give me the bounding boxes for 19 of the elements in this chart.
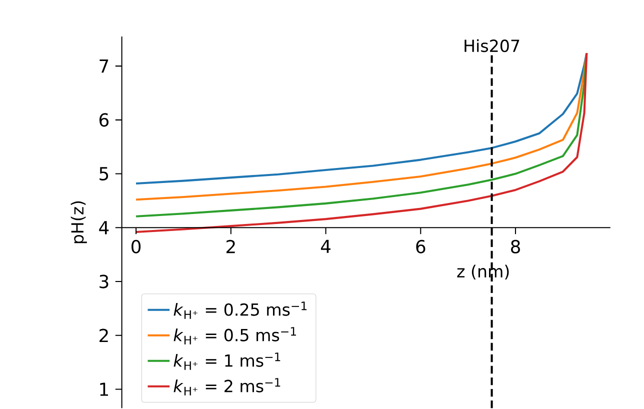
- legend-label: k$_{H⁺}$ = 0.5 ms$^{−1}$: [174, 326, 296, 344]
- x-tick-label: 6: [416, 240, 426, 254]
- legend-label: k$_{H⁺}$ = 1 ms$^{−1}$: [174, 352, 280, 370]
- x-tick-label: 8: [511, 240, 520, 254]
- x-tick-label: 4: [320, 240, 330, 253]
- y-tick-label: 1: [100, 382, 108, 396]
- x-axis-title: z (nm): [457, 264, 509, 280]
- ref-line-label: His207: [464, 39, 520, 52]
- y-tick-label: 5: [100, 166, 108, 180]
- y-tick-label: 6: [99, 112, 108, 126]
- legend-label: k$_{H⁺}$ = 0.25 ms$^{−1}$: [174, 301, 307, 319]
- legend-label: k$_{H⁺}$ = 2 ms$^{−1}$: [174, 378, 280, 396]
- y-tick-label: 3: [100, 274, 108, 288]
- y-axis-title: pH(z): [70, 201, 87, 243]
- x-tick-label: 2: [226, 240, 235, 253]
- x-tick-label: 0: [132, 240, 141, 254]
- y-tick-label: 7: [100, 59, 108, 72]
- y-tick-label: 2: [100, 328, 108, 342]
- y-tick-label: 4: [99, 220, 109, 234]
